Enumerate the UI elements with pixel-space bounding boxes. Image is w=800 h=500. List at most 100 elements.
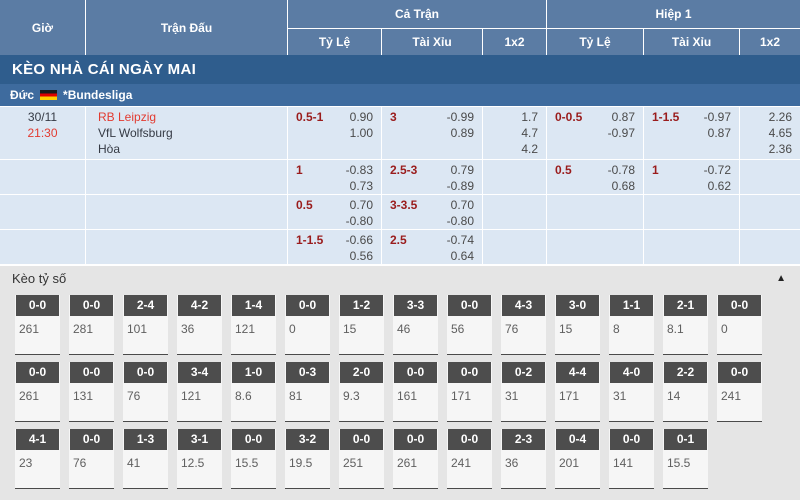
score-odds: 41 bbox=[127, 456, 141, 470]
odds-value[interactable]: 4.7 bbox=[521, 126, 538, 140]
odds-value[interactable]: 0.68 bbox=[611, 179, 635, 193]
score-badge[interactable]: 4-1 bbox=[16, 429, 59, 450]
score-badge[interactable]: 3-0 bbox=[556, 295, 599, 316]
odds-value[interactable]: 0.87 bbox=[707, 126, 731, 140]
odds-value[interactable]: 0.64 bbox=[450, 249, 474, 263]
odds-value[interactable]: -0.83 bbox=[345, 163, 373, 177]
score-badge[interactable]: 2-4 bbox=[124, 295, 167, 316]
odds-value[interactable]: -0.74 bbox=[446, 233, 474, 247]
score-badge[interactable]: 4-3 bbox=[502, 295, 545, 316]
score-badge[interactable]: 2-3 bbox=[502, 429, 545, 450]
handicap-line: 0.5 bbox=[555, 163, 572, 177]
handicap-line: 0-0.5 bbox=[555, 110, 583, 124]
score-odds: 36 bbox=[181, 322, 195, 336]
time-cell bbox=[0, 195, 85, 229]
score-badge[interactable]: 0-1 bbox=[664, 429, 707, 450]
odds-value[interactable]: 0.79 bbox=[450, 163, 474, 177]
odds-value[interactable]: 1.00 bbox=[349, 126, 373, 140]
score-badge[interactable]: 0-0 bbox=[70, 295, 113, 316]
score-badge[interactable]: 1-2 bbox=[340, 295, 383, 316]
score-badge[interactable]: 0-0 bbox=[448, 295, 491, 316]
score-badge[interactable]: 0-0 bbox=[610, 429, 653, 450]
odds-value[interactable]: 4.65 bbox=[768, 126, 792, 140]
score-badge[interactable]: 3-1 bbox=[178, 429, 221, 450]
match-date: 30/11 bbox=[27, 110, 58, 124]
odds-value[interactable]: 0.70 bbox=[450, 198, 474, 212]
score-cell: 2-4 101 bbox=[123, 295, 168, 355]
collapse-icon[interactable]: ▲ bbox=[776, 272, 786, 284]
score-odds: 201 bbox=[559, 456, 580, 470]
odds-value[interactable]: -0.89 bbox=[446, 179, 474, 193]
score-badge[interactable]: 0-3 bbox=[286, 362, 329, 383]
odds-value[interactable]: -0.66 bbox=[345, 233, 373, 247]
match-cell bbox=[86, 160, 287, 194]
match-time: 21:30 bbox=[27, 126, 58, 140]
odds-value[interactable]: 0.87 bbox=[611, 110, 635, 124]
odds-value[interactable]: 2.26 bbox=[768, 110, 792, 124]
odds-value[interactable]: 0.70 bbox=[349, 198, 373, 212]
odds-value[interactable]: 0.89 bbox=[450, 126, 474, 140]
score-badge[interactable]: 0-0 bbox=[16, 295, 59, 316]
score-badge[interactable]: 1-4 bbox=[232, 295, 275, 316]
score-badge[interactable]: 0-0 bbox=[232, 429, 275, 450]
odds-value[interactable]: 2.36 bbox=[768, 142, 792, 156]
score-badge[interactable]: 3-2 bbox=[286, 429, 329, 450]
score-badge[interactable]: 1-0 bbox=[232, 362, 275, 383]
odds-value[interactable]: -0.72 bbox=[703, 163, 731, 177]
header-ft-over-under: Tài Xỉu bbox=[382, 29, 482, 55]
score-badge[interactable]: 0-0 bbox=[448, 429, 491, 450]
odds-cell-ft-1x2 bbox=[483, 160, 546, 194]
score-cell: 4-3 76 bbox=[501, 295, 546, 355]
score-cell: 0-0 131 bbox=[69, 362, 114, 422]
score-odds: 15.5 bbox=[667, 456, 691, 470]
odds-value[interactable]: -0.97 bbox=[703, 110, 731, 124]
odds-value[interactable]: 0.62 bbox=[707, 179, 731, 193]
odds-value[interactable]: 1.7 bbox=[521, 110, 538, 124]
score-badge[interactable]: 1-3 bbox=[124, 429, 167, 450]
score-badge[interactable]: 3-3 bbox=[394, 295, 437, 316]
score-badge[interactable]: 0-0 bbox=[394, 429, 437, 450]
score-badge[interactable]: 3-4 bbox=[178, 362, 221, 383]
score-badge[interactable]: 0-0 bbox=[394, 362, 437, 383]
score-badge[interactable]: 2-1 bbox=[664, 295, 707, 316]
score-badge[interactable]: 0-0 bbox=[124, 362, 167, 383]
score-odds: 121 bbox=[181, 389, 202, 403]
odds-cell-ft-1x2: 1.7 4.7 4.2 bbox=[483, 107, 546, 159]
score-badge[interactable]: 0-0 bbox=[70, 362, 113, 383]
score-badge[interactable]: 0-0 bbox=[718, 362, 761, 383]
score-badge[interactable]: 0-2 bbox=[502, 362, 545, 383]
odds-value[interactable]: 0.90 bbox=[349, 110, 373, 124]
score-badge[interactable]: 1-1 bbox=[610, 295, 653, 316]
score-badge[interactable]: 4-4 bbox=[556, 362, 599, 383]
odds-value[interactable]: -0.97 bbox=[607, 126, 635, 140]
odds-value[interactable]: -0.78 bbox=[607, 163, 635, 177]
score-cell: 2-0 9.3 bbox=[339, 362, 384, 422]
score-badge[interactable]: 0-0 bbox=[340, 429, 383, 450]
score-cell: 0-0 141 bbox=[609, 429, 654, 489]
odds-value[interactable]: 0.56 bbox=[349, 249, 373, 263]
odds-values: -0.78 0.68 bbox=[608, 162, 635, 194]
score-badge[interactable]: 0-4 bbox=[556, 429, 599, 450]
odds-value[interactable]: 4.2 bbox=[521, 142, 538, 156]
time-cell: 30/11 21:30 bbox=[0, 107, 85, 159]
score-odds: 15 bbox=[343, 322, 357, 336]
score-odds: 8 bbox=[613, 322, 620, 336]
handicap-line: 3-3.5 bbox=[390, 198, 418, 212]
score-badge[interactable]: 4-0 bbox=[610, 362, 653, 383]
odds-value[interactable]: -0.80 bbox=[345, 214, 373, 228]
odds-value[interactable]: -0.80 bbox=[446, 214, 474, 228]
odds-values: -0.83 0.73 bbox=[346, 162, 373, 194]
score-badge[interactable]: 2-0 bbox=[340, 362, 383, 383]
score-badge[interactable]: 0-0 bbox=[70, 429, 113, 450]
score-badge[interactable]: 0-0 bbox=[448, 362, 491, 383]
score-badge[interactable]: 0-0 bbox=[718, 295, 761, 316]
match-cell bbox=[86, 195, 287, 229]
score-badge[interactable]: 0-0 bbox=[16, 362, 59, 383]
odds-cell-h1-1x2 bbox=[740, 195, 800, 229]
odds-value[interactable]: 0.73 bbox=[349, 179, 373, 193]
score-badge[interactable]: 0-0 bbox=[286, 295, 329, 316]
score-badge[interactable]: 4-2 bbox=[178, 295, 221, 316]
score-badge[interactable]: 2-2 bbox=[664, 362, 707, 383]
correct-score-header[interactable]: Kèo tỷ số ▲ bbox=[0, 266, 800, 291]
odds-value[interactable]: -0.99 bbox=[446, 110, 474, 124]
